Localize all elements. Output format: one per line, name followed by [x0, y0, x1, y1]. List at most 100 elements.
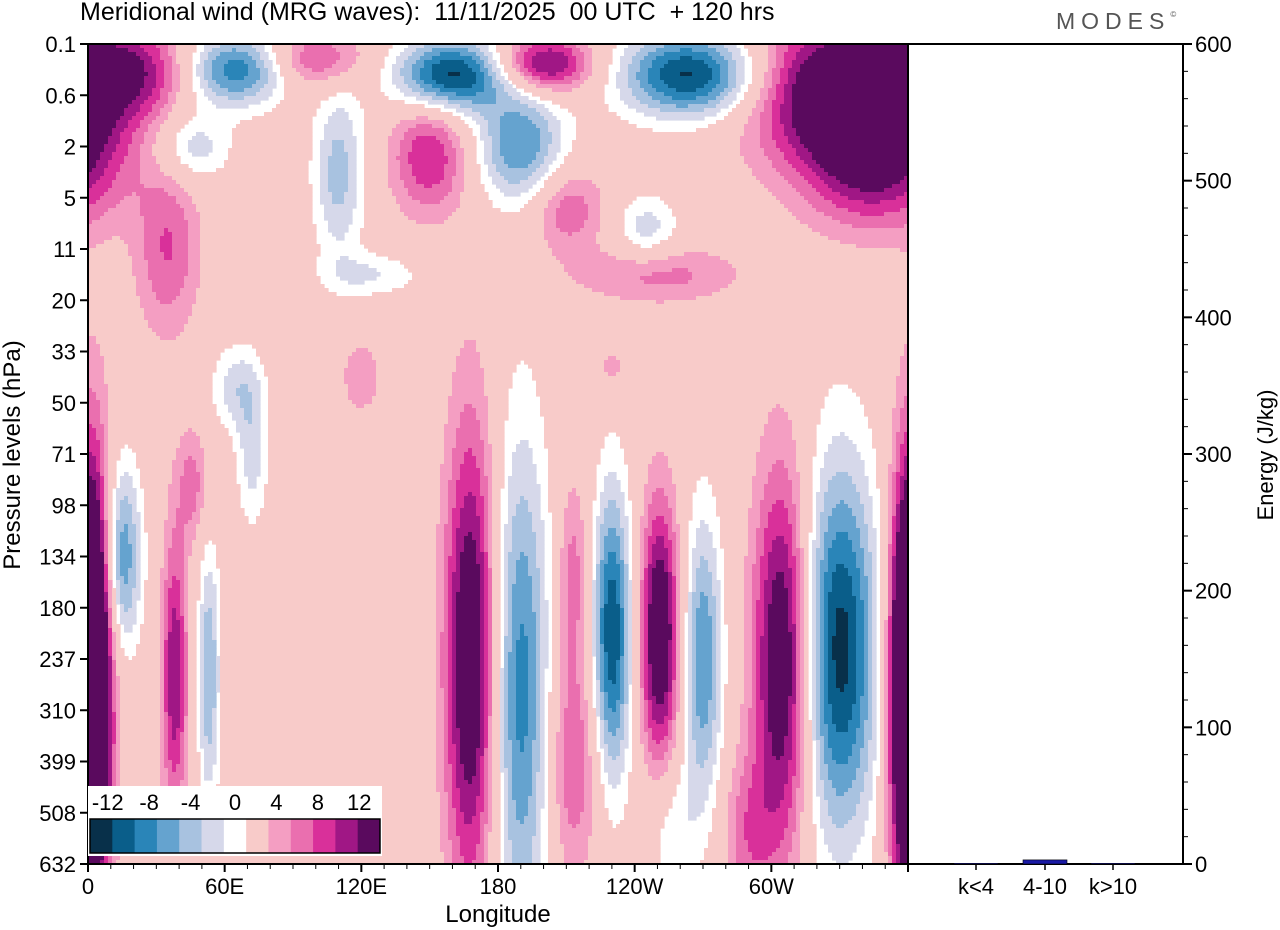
contour-cell	[672, 520, 677, 525]
contour-cell	[904, 400, 908, 405]
contour-cell	[828, 488, 857, 493]
contour-cell	[584, 220, 601, 225]
contour-cell	[172, 468, 185, 473]
contour-cell	[180, 88, 193, 93]
contour-cell	[824, 612, 829, 617]
contour-cell	[560, 632, 569, 637]
contour-cell	[856, 392, 897, 397]
contour-cell	[568, 564, 581, 569]
contour-cell	[480, 468, 485, 473]
contour-cell	[724, 44, 737, 49]
contour-cell	[120, 568, 129, 573]
contour-cell	[800, 564, 805, 569]
contour-cell	[140, 176, 173, 181]
contour-cell	[244, 464, 261, 469]
contour-cell	[888, 612, 893, 617]
contour-cell	[792, 100, 908, 105]
contour-cell	[360, 228, 545, 233]
contour-cell	[892, 580, 897, 585]
contour-cell	[672, 544, 677, 549]
contour-cell	[456, 156, 465, 161]
contour-cell	[188, 236, 201, 241]
contour-cell	[864, 564, 873, 569]
contour-cell	[164, 600, 169, 605]
contour-cell	[188, 240, 201, 245]
contour-cell	[364, 116, 417, 121]
contour-cell	[900, 476, 908, 481]
contour-cell	[784, 504, 797, 509]
contour-cell	[400, 88, 413, 93]
contour-cell	[820, 164, 908, 169]
contour-cell	[492, 152, 501, 157]
contour-cell	[156, 100, 169, 105]
contour-cell	[596, 596, 601, 601]
contour-cell	[896, 388, 908, 393]
contour-cell	[456, 620, 481, 625]
contour-cell	[212, 76, 229, 81]
contour-cell	[484, 604, 489, 609]
contour-cell	[800, 516, 813, 521]
contour-cell	[560, 628, 569, 633]
contour-cell	[832, 216, 908, 221]
contour-cell	[452, 128, 473, 133]
contour-cell	[184, 640, 189, 645]
contour-cell	[320, 152, 333, 157]
contour-cell	[780, 108, 793, 113]
contour-cell	[828, 236, 908, 241]
contour-cell	[504, 580, 509, 585]
contour-cell	[104, 380, 213, 385]
contour-cell	[692, 600, 701, 605]
contour-cell	[508, 480, 537, 485]
contour-cell	[672, 608, 677, 613]
contour-cell	[452, 640, 457, 645]
contour-cell	[772, 588, 789, 593]
contour-cell	[672, 576, 677, 581]
contour-cell	[188, 556, 205, 561]
contour-cell	[528, 80, 541, 85]
contour-cell	[196, 528, 437, 533]
contour-cell	[456, 500, 465, 505]
contour-cell	[544, 184, 565, 189]
contour-cell	[800, 588, 805, 593]
contour-cell	[824, 552, 829, 557]
contour-cell	[264, 492, 441, 497]
contour-cell	[764, 76, 773, 81]
contour-cell	[568, 556, 581, 561]
contour-cell	[708, 52, 721, 57]
contour-cell	[680, 560, 689, 565]
contour-cell	[116, 552, 121, 557]
contour-cell	[404, 184, 425, 189]
contour-cell	[88, 488, 97, 493]
contour-cell	[788, 628, 797, 633]
contour-cell	[400, 120, 445, 125]
contour-cell	[764, 632, 769, 637]
contour-cell	[88, 228, 145, 233]
contour-cell	[200, 76, 205, 81]
contour-cell	[664, 560, 669, 565]
contour-cell	[856, 596, 861, 601]
contour-cell	[724, 588, 745, 593]
contour-cell	[788, 588, 793, 593]
contour-cell	[552, 532, 565, 537]
contour-cell	[584, 284, 729, 289]
contour-cell	[88, 104, 129, 109]
contour-cell	[492, 480, 505, 485]
contour-cell	[768, 96, 777, 101]
contour-cell	[800, 552, 805, 557]
contour-cell	[172, 236, 189, 241]
contour-cell	[764, 584, 773, 589]
contour-cell	[252, 404, 261, 409]
contour-cell	[200, 220, 313, 225]
contour-cell	[568, 592, 581, 597]
contour-cell	[888, 544, 893, 549]
contour-cell	[116, 144, 129, 149]
contour-cell	[800, 68, 908, 73]
contour-cell	[364, 164, 389, 169]
contour-cell	[264, 60, 273, 65]
contour-cell	[528, 116, 545, 121]
contour-cell	[840, 192, 905, 197]
contour-cell	[164, 520, 177, 525]
contour-cell	[360, 52, 389, 57]
contour-cell	[812, 576, 817, 581]
contour-cell	[508, 596, 513, 601]
